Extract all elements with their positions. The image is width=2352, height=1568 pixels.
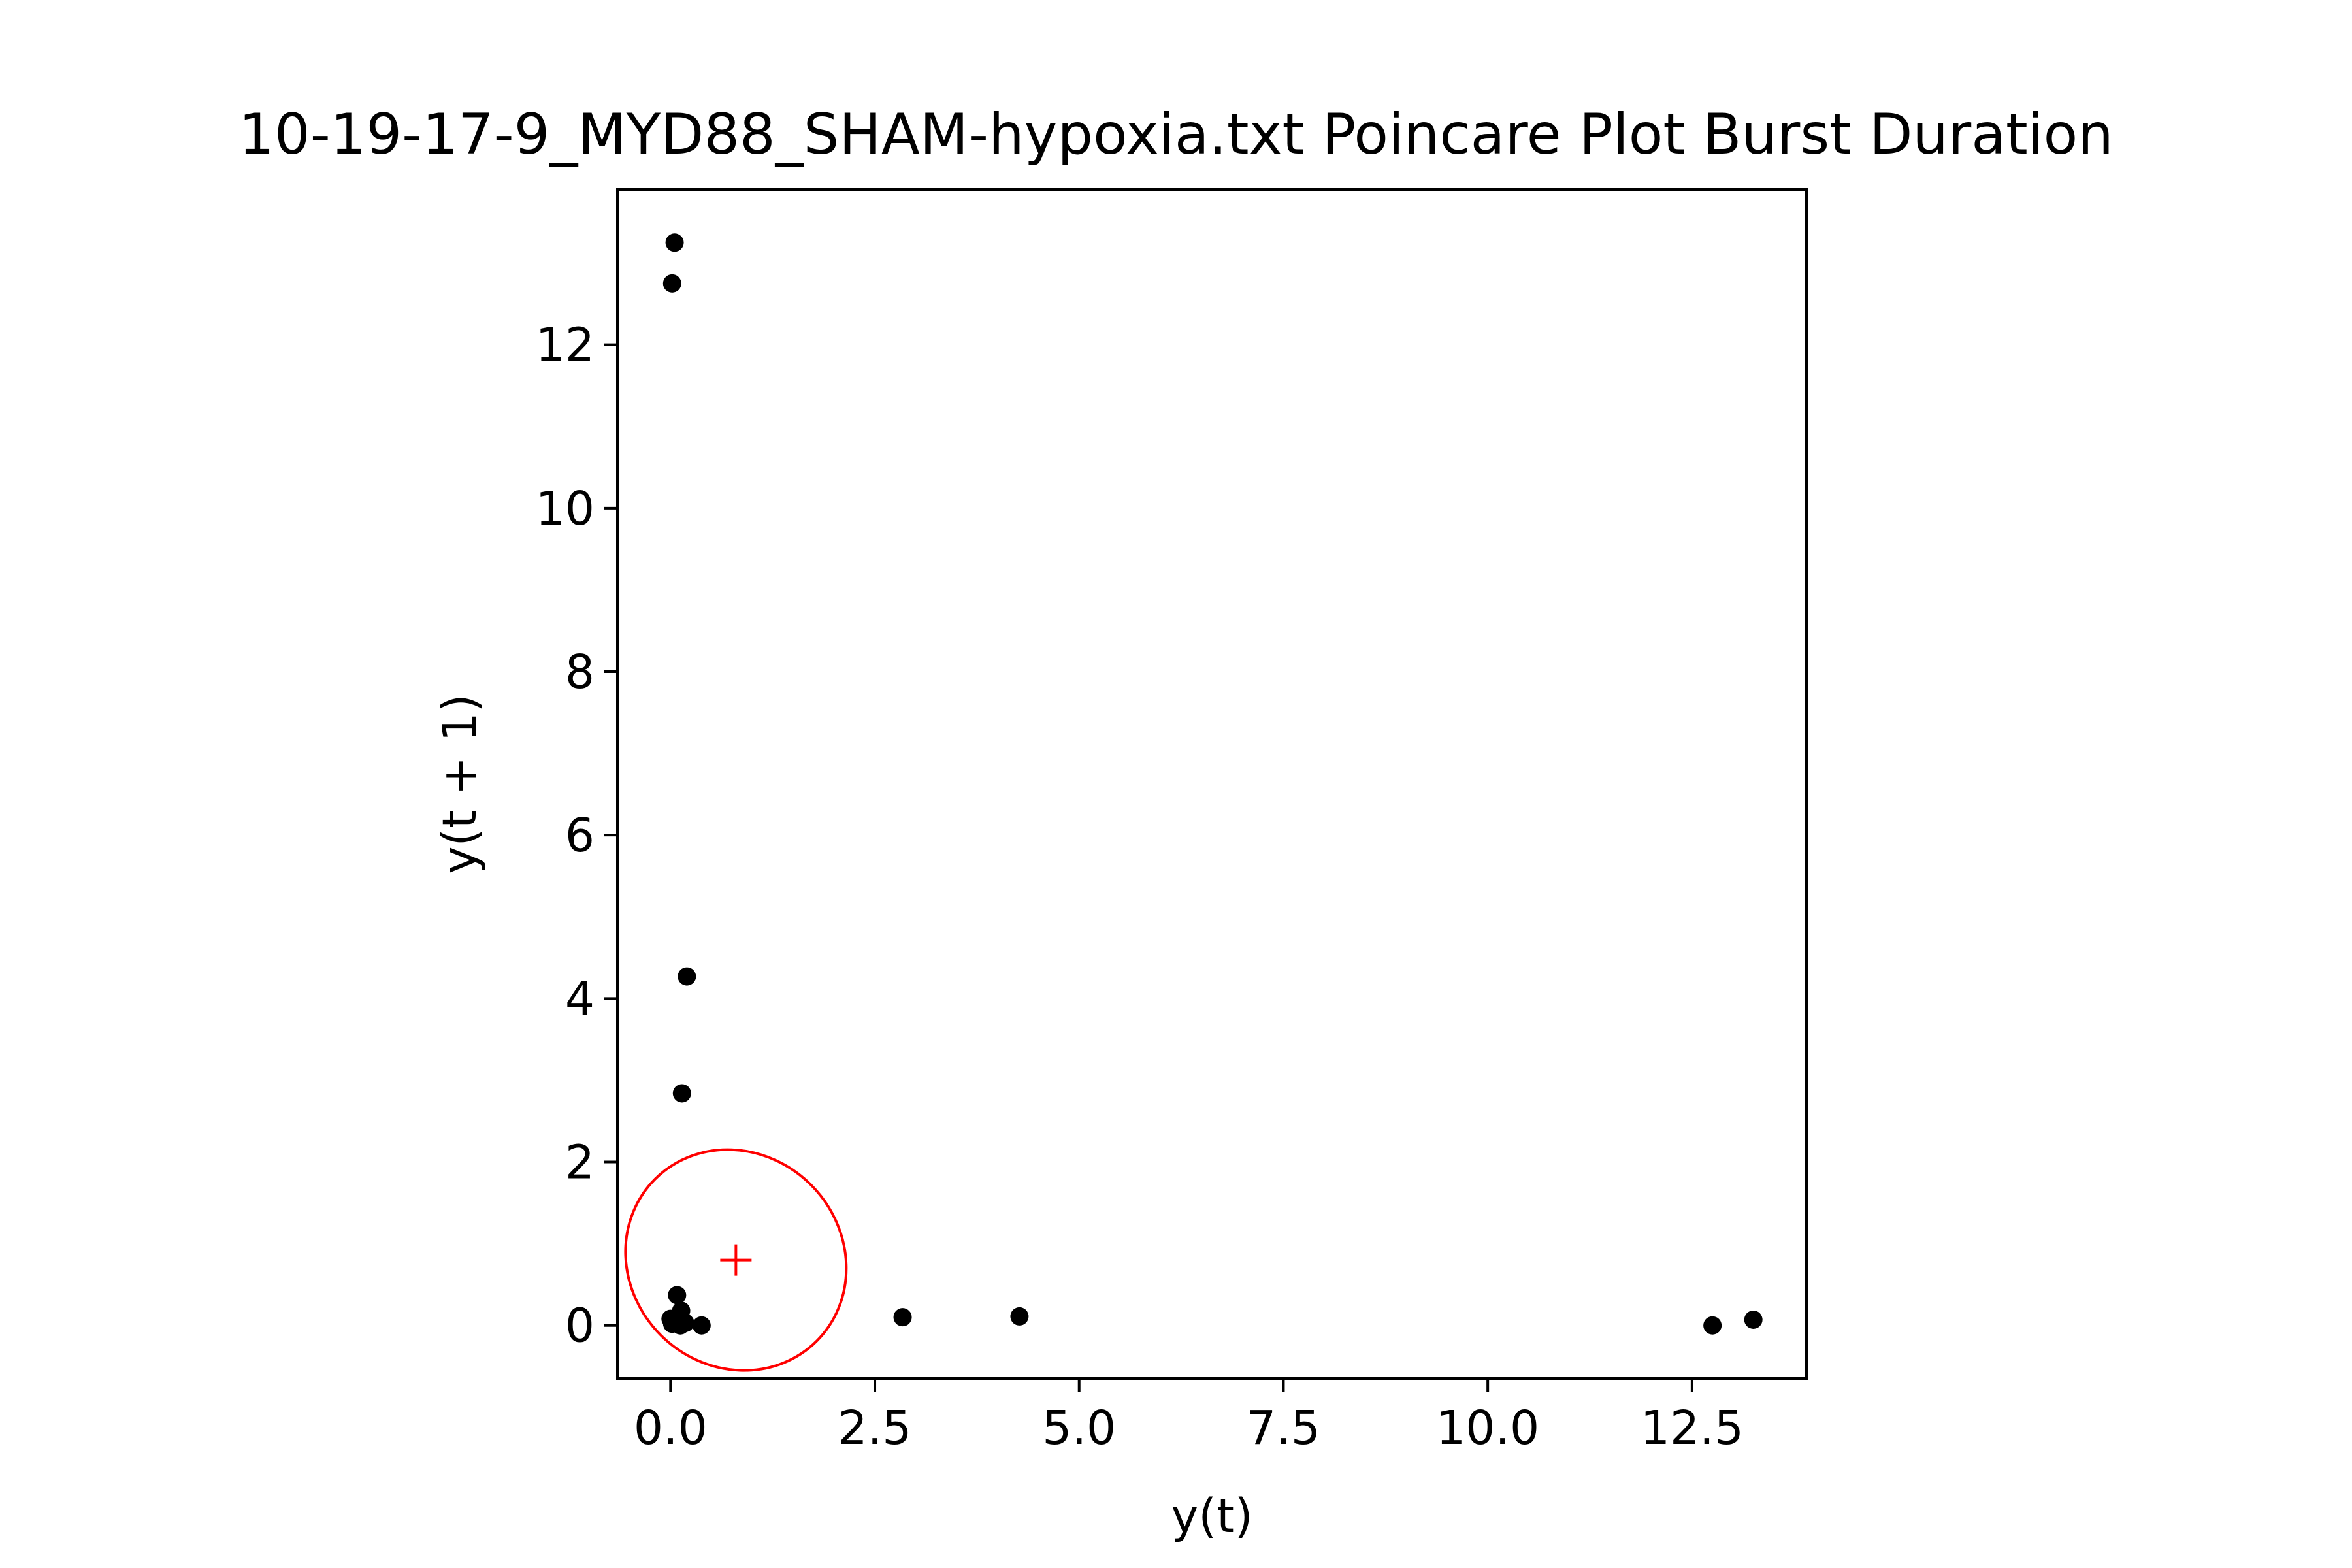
y-axis: 0 2 4 6 8 10 12 — [536, 318, 617, 1353]
data-point — [1010, 1307, 1029, 1326]
y-tick-label: 12 — [536, 318, 595, 372]
confidence-ellipse — [624, 1148, 848, 1372]
x-tick-label: 2.5 — [838, 1401, 912, 1455]
y-tick-label: 2 — [565, 1135, 595, 1190]
x-axis-label: y(t) — [1171, 1489, 1252, 1543]
x-tick-label: 7.5 — [1247, 1401, 1320, 1455]
data-point — [668, 1286, 687, 1305]
x-tick-label: 12.5 — [1641, 1401, 1744, 1455]
y-tick-label: 6 — [565, 808, 595, 862]
data-point — [893, 1308, 912, 1327]
data-point — [672, 1084, 691, 1103]
x-axis: 0.0 2.5 5.0 7.5 10.0 12.5 — [634, 1379, 1744, 1455]
y-tick-label: 0 — [565, 1299, 595, 1353]
data-point — [678, 967, 696, 986]
y-tick-label: 4 — [565, 972, 595, 1026]
x-tick-label: 10.0 — [1436, 1401, 1539, 1455]
x-tick-label: 5.0 — [1042, 1401, 1116, 1455]
y-axis-label: y(t + 1) — [433, 694, 487, 874]
data-point — [665, 233, 684, 252]
data-point — [676, 1313, 694, 1332]
plot-frame — [616, 188, 1808, 1380]
y-tick-label: 8 — [565, 645, 595, 699]
data-point — [1744, 1310, 1763, 1329]
data-point — [662, 274, 681, 293]
data-point — [692, 1316, 711, 1335]
data-layer — [624, 233, 1763, 1372]
x-tick-label: 0.0 — [634, 1401, 708, 1455]
plot-area — [616, 188, 1808, 1380]
data-point — [1703, 1316, 1722, 1335]
y-tick-label: 10 — [536, 482, 595, 536]
plot-background — [617, 189, 1806, 1379]
chart-title: 10-19-17-9_MYD88_SHAM-hypoxia.txt Poinca… — [238, 102, 2113, 167]
